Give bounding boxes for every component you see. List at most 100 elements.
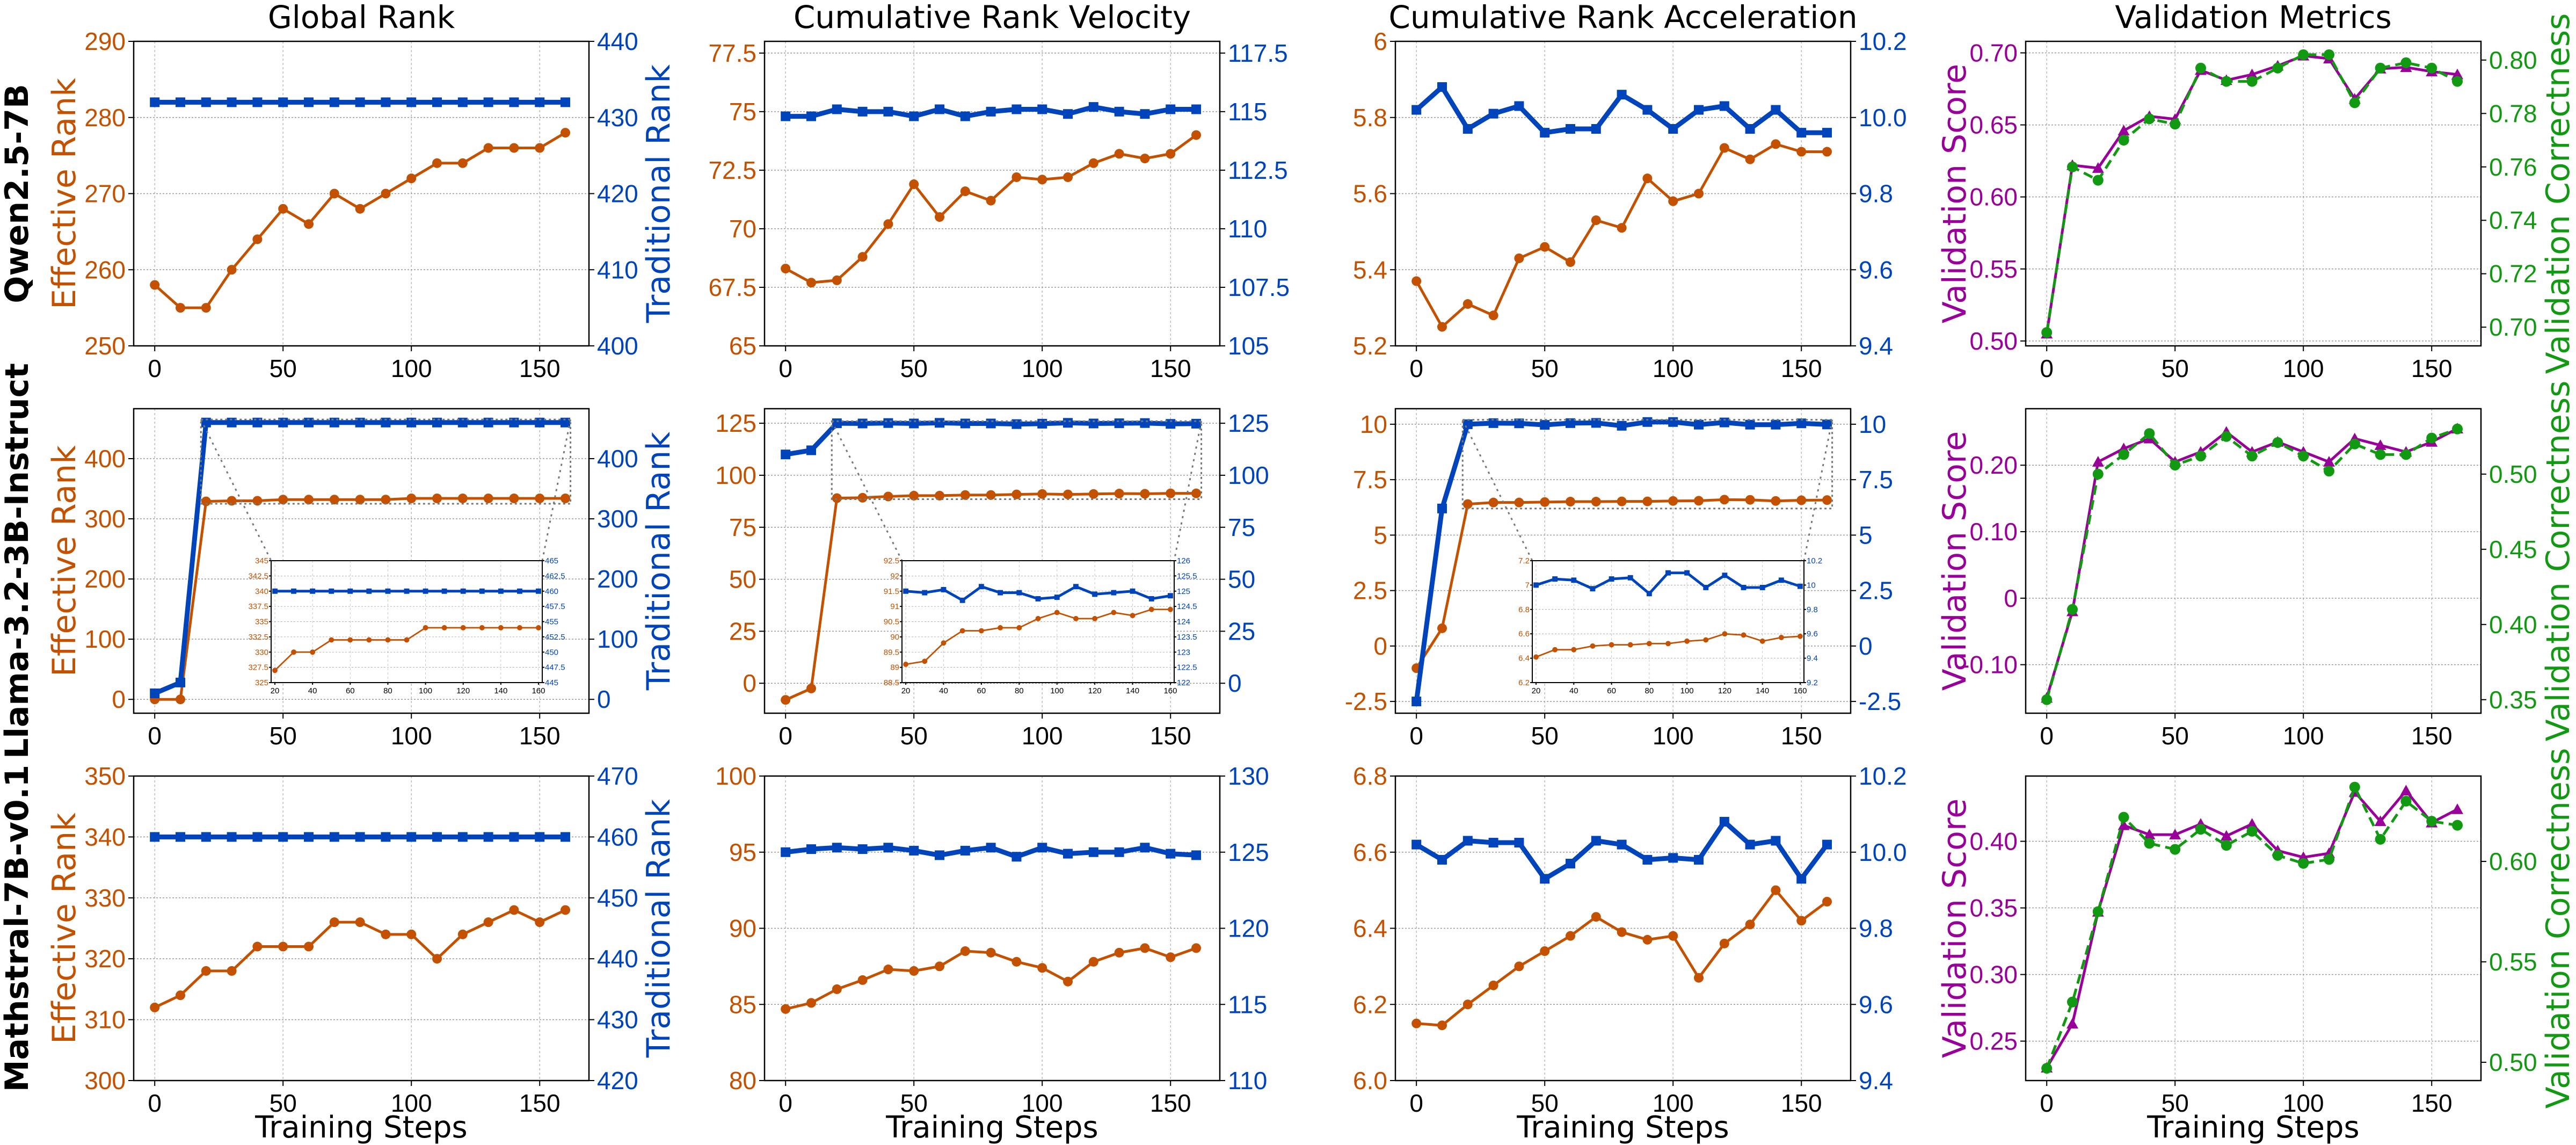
x-axis-label: Training Steps: [885, 1110, 1098, 1145]
eff-data-point: [1540, 242, 1550, 252]
axes-frame: [1394, 40, 1852, 347]
corr-data-point: [2426, 432, 2437, 444]
trad-data-point: [1514, 101, 1524, 111]
eff-data-point: [381, 495, 391, 505]
trad-data-point: [1719, 417, 1729, 427]
trad-data-point: [535, 832, 545, 842]
trad-data-point: [1694, 105, 1704, 115]
trad-data-point: [1540, 128, 1550, 138]
y-right-tick-label: 0: [597, 685, 611, 713]
eff-data-point: [457, 929, 468, 939]
x-tick-label: 150: [2411, 1089, 2453, 1117]
eff-data-point: [457, 158, 468, 168]
y-left-tick-label: 5.6: [1353, 180, 1387, 208]
corr-data-point: [2400, 795, 2412, 807]
y-left-tick-label: 5: [1373, 521, 1387, 549]
corr-series-line: [2045, 786, 2458, 1069]
x-tick-label: 100: [2283, 722, 2324, 750]
corr-data-point: [2426, 816, 2437, 827]
trad-data-point: [1488, 108, 1498, 119]
axes-frame: [133, 775, 590, 1082]
trad-data-point: [1037, 104, 1047, 114]
y-right-axis-label: Validation Correctness: [2539, 748, 2576, 1109]
eff-data-point: [1566, 497, 1576, 507]
y-left-tick-label: 342.5: [248, 571, 268, 581]
trad-data-point: [1168, 593, 1173, 599]
y-right-tick-label: 123: [1177, 648, 1190, 657]
x-tick-label: 80: [383, 686, 392, 695]
trad-data-point: [781, 450, 791, 460]
corr-data-point: [2041, 1063, 2053, 1074]
eff-data-point: [1088, 956, 1098, 967]
x-tick-label: 50: [2162, 722, 2189, 750]
x-tick-label: 0: [1409, 722, 1423, 750]
trad-data-point: [1114, 106, 1124, 117]
trad-data-point: [329, 97, 339, 107]
trad-data-point: [423, 588, 428, 594]
trad-data-point: [1130, 588, 1136, 594]
y-left-axis-label: Effective Rank: [46, 813, 83, 1044]
eff-data-point: [1617, 927, 1627, 937]
y-right-tick-label: 430: [597, 1006, 638, 1034]
y-left-tick-label: 91.5: [884, 587, 899, 596]
eff-data-point: [1540, 946, 1550, 956]
x-tick-label: 120: [456, 686, 470, 695]
trad-data-point: [1114, 847, 1124, 857]
trad-data-point: [1778, 577, 1784, 583]
x-tick-label: 0: [778, 354, 792, 382]
trad-data-point: [1719, 101, 1729, 111]
trad-data-point: [1759, 584, 1765, 590]
x-tick-label: 150: [1781, 354, 1822, 382]
trad-data-point: [1590, 586, 1596, 592]
x-tick-label: 100: [1050, 686, 1064, 695]
corr-data-point: [2066, 161, 2078, 172]
trad-data-point: [1668, 124, 1678, 134]
trad-data-point: [201, 832, 211, 842]
trad-data-point: [883, 843, 893, 853]
eff-data-point: [1609, 642, 1614, 648]
trad-data-point: [516, 588, 522, 594]
y-left-tick-label: 80: [729, 1067, 756, 1095]
x-tick-label: 150: [519, 722, 561, 750]
y-left-tick-label: 0.10: [1969, 518, 2018, 546]
trad-data-point: [1617, 421, 1627, 431]
eff-data-point: [535, 493, 545, 503]
zoom-connector-line: [831, 421, 903, 561]
y-left-tick-label: 325: [255, 678, 268, 687]
eff-data-point: [535, 143, 545, 153]
corr-data-point: [2272, 437, 2283, 448]
score-data-point: [2323, 456, 2335, 467]
trad-data-point: [479, 588, 485, 594]
y-left-tick-label: 0.35: [1969, 894, 2018, 922]
x-tick-label: 160: [532, 686, 545, 695]
y-right-tick-label: 117.5: [1228, 39, 1288, 67]
eff-data-point: [406, 173, 417, 184]
eff-data-point: [278, 941, 288, 952]
score-data-point: [2246, 68, 2258, 79]
axes-frame: [2025, 408, 2482, 714]
trad-data-point: [781, 847, 791, 857]
y-left-tick-label: 5.8: [1353, 104, 1387, 132]
eff-data-point: [857, 975, 868, 985]
eff-data-point: [381, 929, 391, 939]
x-tick-label: 50: [270, 354, 297, 382]
eff-data-point: [432, 158, 442, 168]
x-tick-label: 80: [1645, 686, 1654, 695]
eff-data-point: [909, 179, 919, 190]
y-right-tick-label: 10: [1859, 410, 1886, 438]
eff-data-point: [1694, 973, 1704, 983]
trad-data-point: [1771, 105, 1781, 115]
eff-data-point: [1140, 154, 1150, 164]
y-left-tick-label: 345: [255, 556, 268, 566]
x-tick-label: 120: [1718, 686, 1731, 695]
eff-data-point: [1566, 931, 1576, 941]
trad-data-point: [150, 832, 160, 842]
y-right-tick-label: 0.50: [2489, 1048, 2537, 1076]
eff-data-point: [441, 625, 447, 631]
trad-data-point: [1437, 854, 1447, 865]
trad-data-point: [1617, 839, 1627, 850]
trad-data-point: [1063, 109, 1073, 119]
y-left-tick-label: 100: [715, 762, 756, 790]
trad-data-point: [1533, 582, 1539, 588]
subplot-title: Cumulative Rank Velocity: [794, 0, 1191, 35]
